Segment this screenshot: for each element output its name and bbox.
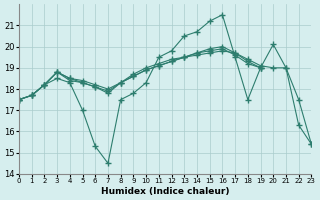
X-axis label: Humidex (Indice chaleur): Humidex (Indice chaleur) <box>101 187 229 196</box>
